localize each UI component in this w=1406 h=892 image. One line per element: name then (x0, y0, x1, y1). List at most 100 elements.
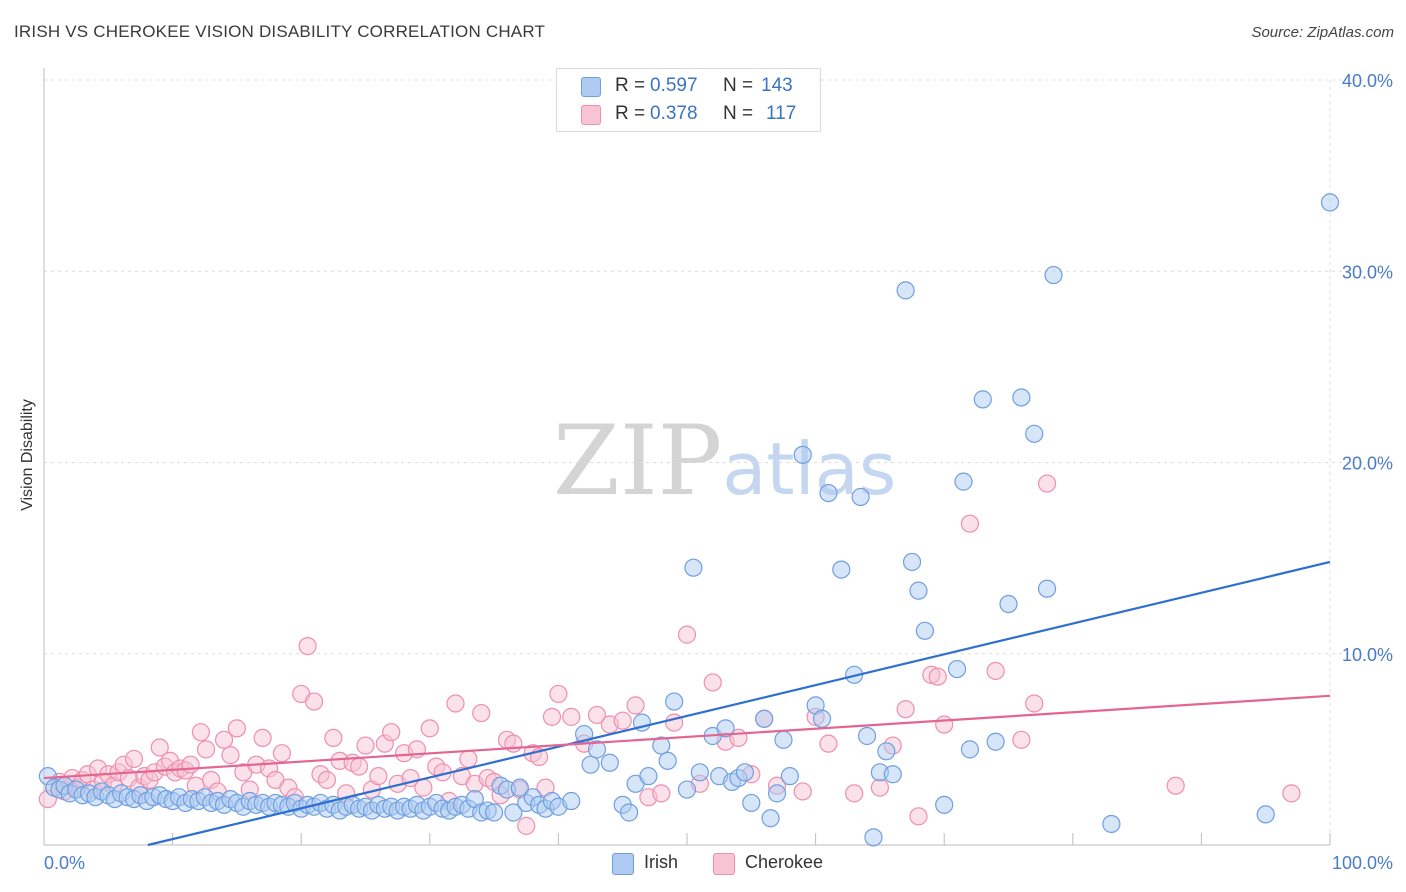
cherokee-point (446, 694, 465, 713)
cherokee-point (253, 728, 272, 748)
irish-n-label: N = (723, 75, 754, 96)
cherokee-point (896, 700, 915, 719)
irish-point (819, 484, 838, 503)
cherokee-point (349, 757, 369, 776)
irish-point (767, 784, 787, 803)
irish-point (1037, 579, 1057, 598)
irish-point (774, 730, 793, 749)
irish-point (909, 581, 928, 600)
y-tick-label: 20.0% (1342, 454, 1393, 474)
irish-point (851, 487, 870, 507)
irish-point (742, 793, 761, 813)
cherokee-point (542, 707, 562, 726)
cherokee-points (38, 474, 1301, 835)
irish-point (665, 692, 684, 711)
irish-point (761, 809, 780, 828)
cherokee-point (986, 661, 1005, 681)
irish-point (735, 763, 754, 782)
cherokee-point (517, 816, 536, 835)
stats-row-irish: R = 0.597 N = 143 (557, 72, 820, 100)
watermark-zip: ZIP (553, 405, 723, 517)
irish-point (935, 795, 954, 814)
cherokee-point (928, 667, 947, 686)
irish-point (986, 732, 1005, 751)
y-tick-label: 10.0% (1342, 645, 1393, 665)
irish-point (658, 751, 677, 770)
axes (43, 68, 1331, 846)
cherokee-trend-line (43, 694, 1331, 780)
legend-irish-label: Irish (644, 852, 679, 872)
irish-point (639, 767, 658, 786)
cherokee-point (703, 673, 722, 692)
cherokee-point (652, 784, 671, 803)
cherokee-point (196, 740, 216, 759)
cherokee-point (369, 767, 388, 786)
irish-point (600, 753, 619, 772)
irish-point (716, 719, 735, 738)
irish-point (915, 621, 935, 640)
irish-r-value: 0.597 (650, 75, 698, 96)
irish-point (652, 736, 671, 755)
cherokee-point (1025, 694, 1044, 713)
cherokee-point (191, 723, 210, 742)
irish-point (954, 472, 973, 491)
irish-point (485, 803, 504, 822)
cherokee-point (587, 705, 607, 725)
irish-point (812, 709, 832, 728)
cherokee-point (909, 807, 928, 826)
irish-point (877, 742, 896, 761)
irish-point (1044, 265, 1063, 285)
x-tick-label: 0.0% (44, 853, 85, 873)
stats-row-cherokee: R = 0.378 N = 117 (557, 100, 820, 128)
cherokee-point (356, 736, 375, 755)
irish-point (1256, 805, 1275, 824)
irish-point (1012, 388, 1031, 407)
irish-point (620, 803, 639, 822)
tick-labels: 10.0% 20.0% 30.0% 40.0% 0.0% 100.0% (44, 71, 1393, 873)
cherokee-point (626, 696, 645, 715)
cherokee-r-label: R = (615, 103, 646, 124)
irish-point (947, 659, 967, 679)
cherokee-point (1282, 784, 1301, 803)
cherokee-point (677, 625, 697, 644)
cherokee-point (227, 719, 246, 738)
trend-lines (43, 560, 1331, 847)
irish-point (1102, 814, 1121, 834)
irish-point (883, 765, 902, 784)
cherokee-point (935, 715, 954, 734)
irish-r-label: R = (615, 75, 646, 96)
cherokee-point (613, 711, 632, 730)
cherokee-point (298, 636, 317, 656)
irish-point (832, 560, 851, 579)
irish-point (684, 558, 703, 577)
irish-point (793, 445, 812, 464)
irish-point (562, 791, 581, 811)
cherokee-point (562, 707, 581, 726)
irish-point (690, 763, 709, 782)
irish-point (896, 281, 915, 300)
cherokee-point (150, 738, 169, 757)
irish-n-value: 143 (761, 75, 793, 96)
irish-point (864, 828, 883, 847)
cherokee-point (272, 744, 292, 763)
irish-swatch (581, 77, 601, 97)
cherokee-n-value: 117 (766, 103, 797, 124)
y-tick-label: 40.0% (1342, 71, 1393, 91)
irish-point (1025, 424, 1044, 443)
legend-cherokee-label: Cherokee (745, 852, 824, 872)
cherokee-point (870, 778, 890, 797)
irish-point (510, 778, 529, 797)
stats-legend-box: R = 0.597 N = 143 R = 0.378 N = 117 (556, 68, 821, 132)
cherokee-n-label: N = (723, 103, 754, 124)
cherokee-point (124, 749, 144, 769)
cherokee-point (793, 782, 812, 801)
cherokee-point (382, 723, 401, 742)
cherokee-point (304, 692, 324, 711)
irish-point (857, 726, 877, 746)
x-tick-label: 100.0% (1332, 853, 1393, 873)
irish-point (902, 552, 922, 572)
irish-point (504, 803, 523, 822)
irish-points (38, 193, 1340, 847)
source-credit: Source: ZipAtlas.com (1251, 24, 1394, 41)
cherokee-point (1037, 474, 1057, 493)
